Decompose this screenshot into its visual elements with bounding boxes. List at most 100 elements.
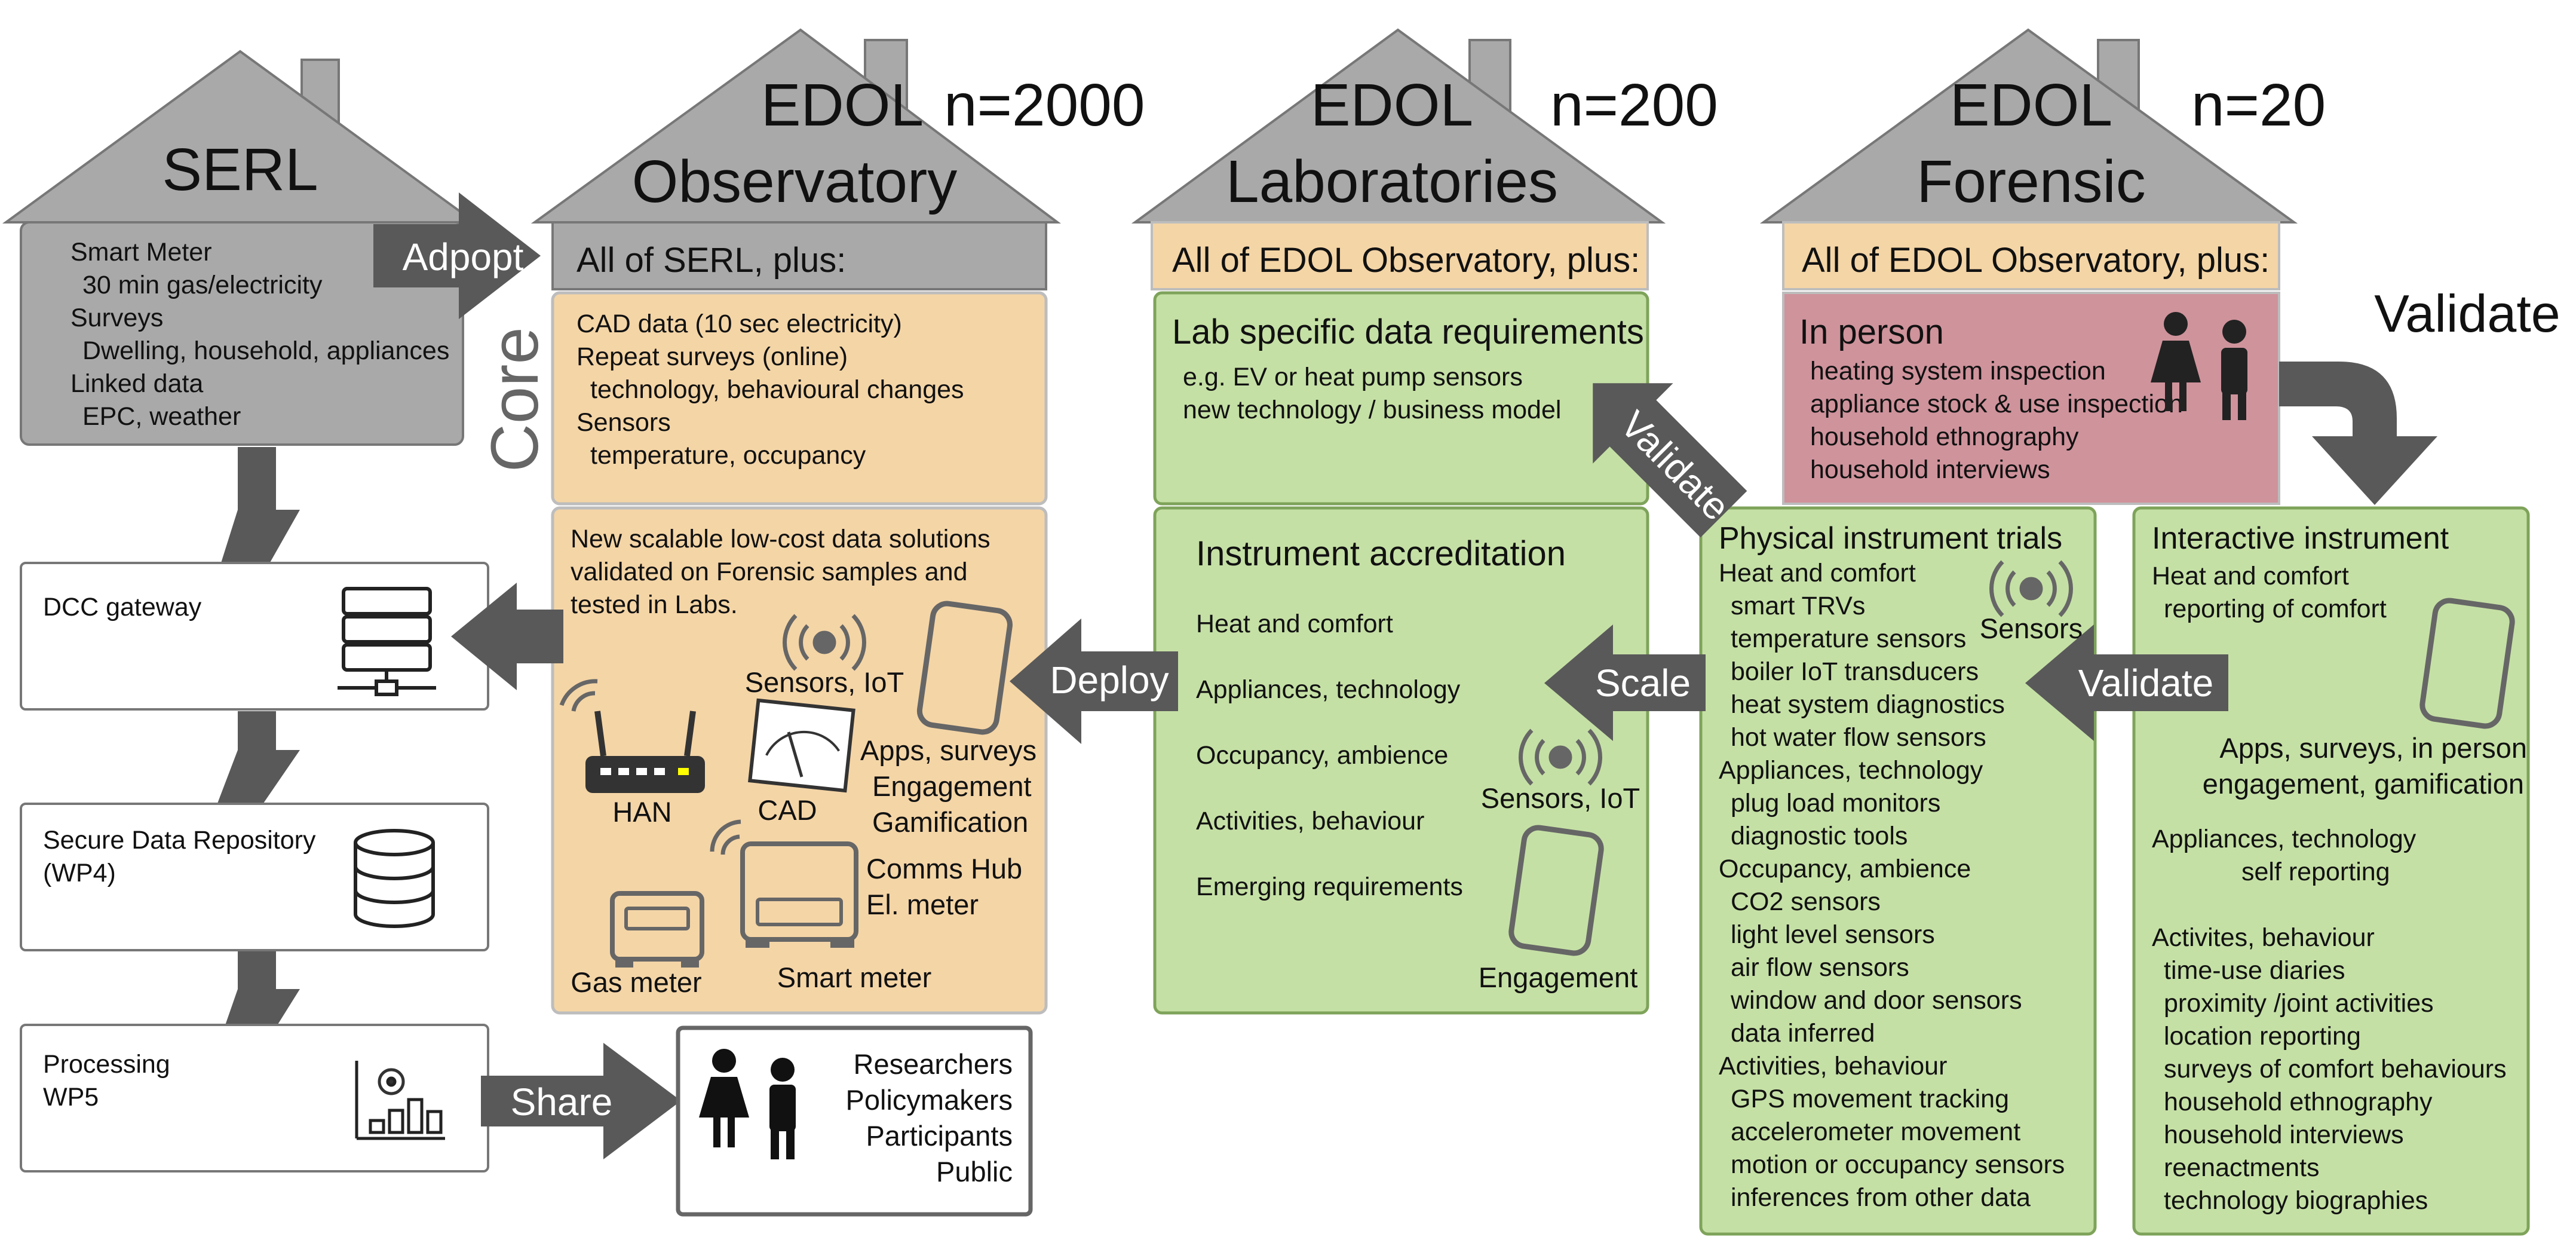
serl-text: Smart Meter 30 min gas/electricity Surve… (70, 238, 449, 431)
apps-line: Gamification (872, 806, 1028, 838)
trials-line: Occupancy, ambience (1719, 855, 1971, 883)
adopt-arrow: Adpopt (373, 192, 541, 319)
comms-line: Comms Hub (866, 853, 1022, 884)
down-arrow (214, 447, 300, 586)
inperson-line: household interviews (1810, 455, 2050, 484)
trials-line: Heat and comfort (1719, 559, 1916, 587)
accreditation-title: Instrument accreditation (1196, 534, 1566, 573)
phone-icon (2419, 598, 2515, 729)
router-icon (559, 679, 705, 793)
deploy-label: Deploy (1050, 659, 1169, 702)
han-label: HAN (612, 796, 671, 828)
solutions-line: validated on Forensic samples and (571, 558, 967, 586)
observatory-house: EDOL Observatory n=2000 All of SERL, plu… (477, 28, 1145, 1015)
observatory-title-1: EDOL (761, 72, 924, 139)
serl-title: SERL (162, 136, 318, 203)
trials-title: Physical instrument trials (1719, 521, 2062, 556)
cad-icon (748, 698, 855, 793)
accreditation-box (1153, 506, 1649, 1015)
trials-line: hot water flow sensors (1731, 723, 1986, 752)
trials-line: diagnostic tools (1731, 822, 1908, 850)
interactive-line: surveys of comfort behaviours (2164, 1055, 2507, 1083)
interactive-line: reenactments (2164, 1153, 2320, 1182)
validate-diag-arrow-shape (1593, 383, 1747, 538)
trials-line: motion or occupancy sensors (1731, 1150, 2065, 1179)
serl-line: 30 min gas/electricity (82, 271, 323, 299)
labs-sensors-label: Sensors, IoT (1481, 782, 1640, 814)
interactive-title: Interactive instrument (2152, 521, 2449, 556)
trials-line: heat system diagnostics (1731, 690, 2005, 719)
labs-req-title: Lab specific data requirements (1172, 313, 1644, 351)
inperson-box (1782, 292, 2280, 505)
audience-line: Policymakers (846, 1084, 1013, 1116)
trials-line: temperature sensors (1731, 624, 1966, 653)
accreditation-item: Appliances, technology (1196, 675, 1461, 704)
observatory-banner (551, 221, 1047, 290)
core-label: Core (477, 327, 552, 472)
forensic-n: n=20 (2191, 72, 2326, 139)
adopt-arrow-shape (373, 192, 541, 319)
trials-line: CO2 sensors (1731, 887, 1881, 916)
validate-small-label: Validate (2078, 662, 2214, 705)
core-line: temperature, occupancy (590, 441, 866, 470)
accreditation-item: Occupancy, ambience (1196, 741, 1448, 770)
scale-arrow: Scale (1544, 624, 1706, 741)
interactive-line: Appliances, technology (2152, 825, 2416, 853)
interactive-apps-line: engagement, gamification (2203, 768, 2524, 800)
accreditation-item: Activities, behaviour (1196, 807, 1424, 835)
laboratories-house: EDOL Laboratories n=200 All of EDOL Obse… (1131, 28, 1718, 1015)
interactive-apps-line: Apps, surveys, in person (2219, 732, 2527, 764)
sensors-icon (1519, 728, 1602, 786)
interactive-line: self reporting (2241, 858, 2390, 886)
repository-line: (WP4) (43, 859, 116, 887)
apps-line: Apps, surveys (860, 734, 1036, 766)
inperson-line: heating system inspection (1810, 357, 2106, 385)
gas-meter-icon (610, 891, 704, 968)
labs-n: n=200 (1550, 72, 1718, 139)
phone-icon (1508, 825, 1604, 956)
forensic-banner-text: All of EDOL Observatory, plus: (1802, 241, 2270, 280)
audience-line: Public (936, 1156, 1013, 1187)
labs-req-line: e.g. EV or heat pump sensors (1183, 363, 1523, 391)
people-icon (699, 1049, 796, 1159)
interactive-line: time-use diaries (2164, 956, 2345, 985)
sensors-icon (1989, 560, 2073, 617)
trials-line: boiler IoT transducers (1731, 657, 1979, 686)
smart-meter-label: Smart meter (777, 962, 932, 993)
trials-line: GPS movement tracking (1731, 1085, 2009, 1113)
processing-line: Processing (43, 1050, 170, 1079)
forensic-banner (1782, 221, 2280, 290)
audience-box (676, 1025, 1033, 1217)
serl-house: SERL Smart Meter 30 min gas/electricity … (2, 50, 479, 446)
processing-line: WP5 (43, 1083, 99, 1112)
analytics-icon (355, 1061, 445, 1140)
inperson-title: In person (1799, 313, 1944, 351)
forensic-house: EDOL Forensic n=20 All of EDOL Observato… (1699, 28, 2530, 1236)
forensic-title-1: EDOL (1950, 72, 2112, 139)
inperson-line: appliance stock & use inspection (1810, 390, 2183, 418)
audience-line: Researchers (854, 1048, 1013, 1080)
labs-engagement-label: Engagement (1479, 962, 1638, 993)
observatory-title-2: Observatory (632, 148, 958, 215)
serl-body (20, 221, 464, 446)
observatory-banner-text: All of SERL, plus: (576, 241, 846, 280)
adopt-label: Adpopt (403, 235, 524, 278)
trials-box (1699, 506, 2097, 1236)
core-line: Sensors (576, 408, 671, 437)
deploy-arrow-shape (1010, 619, 1178, 744)
validate-big-arrow: Validate (2279, 284, 2560, 505)
validate-small-arrow-shape (2025, 624, 2228, 741)
trials-line: light level sensors (1731, 920, 1935, 949)
solutions-line: New scalable low-cost data solutions (571, 525, 990, 553)
interactive-line: reporting of comfort (2164, 595, 2387, 623)
interactive-box (2132, 506, 2530, 1236)
forensic-title-2: Forensic (1916, 148, 2145, 215)
serl-line: EPC, weather (82, 402, 241, 431)
trials-line: smart TRVs (1731, 592, 1865, 620)
repository-box (20, 803, 489, 951)
share-label: Share (511, 1080, 613, 1123)
labs-title-2: Laboratories (1226, 148, 1558, 215)
interactive-line: location reporting (2164, 1022, 2361, 1051)
serl-line: Dwelling, household, appliances (82, 336, 449, 365)
